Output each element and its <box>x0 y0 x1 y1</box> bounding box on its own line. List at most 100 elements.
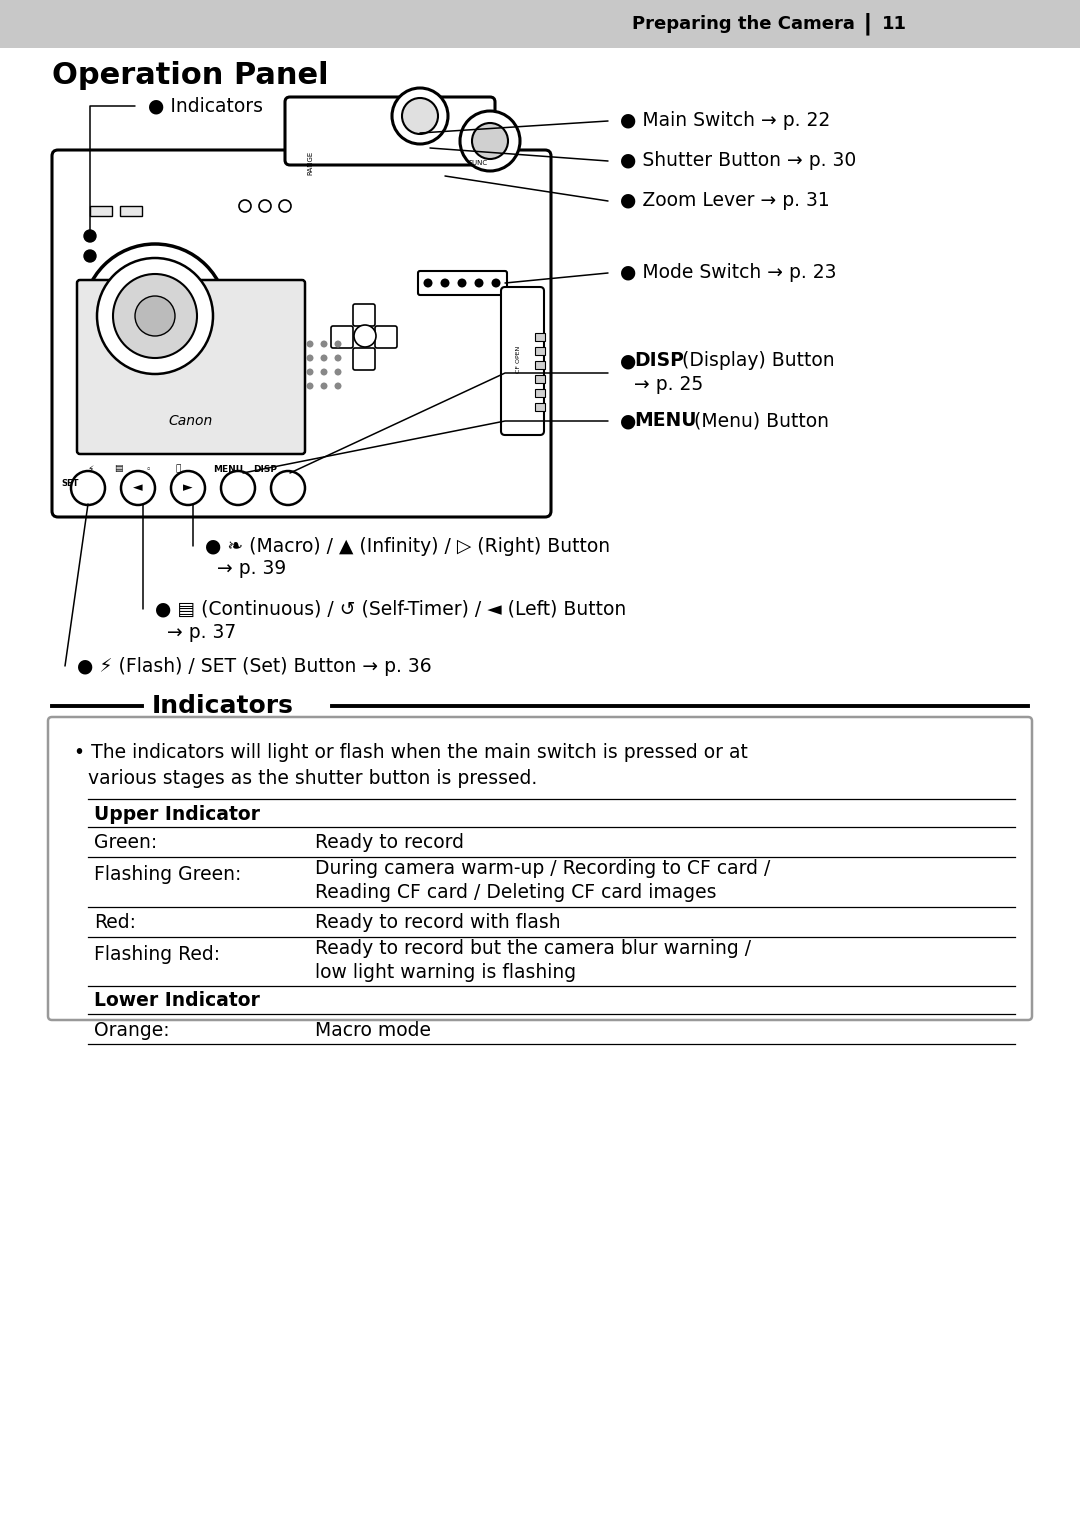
Text: (Display) Button: (Display) Button <box>676 351 835 371</box>
Circle shape <box>83 243 227 388</box>
Circle shape <box>321 354 327 362</box>
Text: low light warning is flashing: low light warning is flashing <box>315 963 576 981</box>
Text: SET: SET <box>62 479 79 488</box>
Circle shape <box>460 111 519 170</box>
Text: Canon: Canon <box>168 414 213 427</box>
Circle shape <box>307 368 313 376</box>
Text: DISP: DISP <box>634 351 684 371</box>
Circle shape <box>271 472 305 505</box>
Text: 11: 11 <box>882 15 907 33</box>
Circle shape <box>474 278 484 287</box>
Text: → p. 37: → p. 37 <box>167 622 237 642</box>
Text: ◦: ◦ <box>146 464 150 473</box>
Circle shape <box>335 341 341 347</box>
Circle shape <box>335 382 341 389</box>
Circle shape <box>135 297 175 336</box>
Text: • The indicators will light or flash when the main switch is pressed or at: • The indicators will light or flash whe… <box>75 742 747 762</box>
Circle shape <box>307 341 313 347</box>
FancyBboxPatch shape <box>418 271 507 295</box>
Bar <box>535 360 545 370</box>
Circle shape <box>121 472 156 505</box>
Text: (Menu) Button: (Menu) Button <box>688 412 829 430</box>
FancyBboxPatch shape <box>353 304 375 325</box>
Circle shape <box>335 368 341 376</box>
Text: MENU: MENU <box>634 412 697 430</box>
FancyBboxPatch shape <box>77 280 305 453</box>
Text: ● Mode Switch → p. 23: ● Mode Switch → p. 23 <box>620 263 837 283</box>
FancyBboxPatch shape <box>375 325 397 348</box>
Text: Flashing Red:: Flashing Red: <box>94 946 220 964</box>
Text: FUNC: FUNC <box>469 160 487 166</box>
Text: Ready to record with flash: Ready to record with flash <box>315 914 561 932</box>
Text: ●: ● <box>620 351 643 371</box>
Text: Indicators: Indicators <box>152 694 294 718</box>
Circle shape <box>458 278 467 287</box>
Text: ● Main Switch → p. 22: ● Main Switch → p. 22 <box>620 111 831 131</box>
Circle shape <box>321 382 327 389</box>
Text: ►: ► <box>184 482 193 494</box>
Text: MENU: MENU <box>213 464 243 473</box>
Circle shape <box>491 278 500 287</box>
Text: various stages as the shutter button is pressed.: various stages as the shutter button is … <box>87 770 537 788</box>
Text: During camera warm-up / Recording to CF card /: During camera warm-up / Recording to CF … <box>315 859 770 879</box>
Text: ┃: ┃ <box>862 12 874 35</box>
Circle shape <box>472 123 508 160</box>
Bar <box>535 389 545 397</box>
Circle shape <box>307 382 313 389</box>
Text: Red:: Red: <box>94 914 136 932</box>
Text: Green:: Green: <box>94 834 158 852</box>
Text: Flashing Green:: Flashing Green: <box>94 865 241 885</box>
Circle shape <box>113 274 197 357</box>
Circle shape <box>335 354 341 362</box>
FancyBboxPatch shape <box>285 97 495 164</box>
Circle shape <box>423 278 432 287</box>
Text: RANGE: RANGE <box>307 151 313 175</box>
Circle shape <box>392 88 448 144</box>
Circle shape <box>321 341 327 347</box>
Text: Lower Indicator: Lower Indicator <box>94 992 260 1010</box>
FancyBboxPatch shape <box>52 151 551 517</box>
Circle shape <box>321 368 327 376</box>
Text: Operation Panel: Operation Panel <box>52 61 328 90</box>
Text: Preparing the Camera: Preparing the Camera <box>632 15 855 33</box>
Text: ● Shutter Button → p. 30: ● Shutter Button → p. 30 <box>620 152 856 170</box>
Text: DISP: DISP <box>253 464 276 473</box>
Circle shape <box>97 259 213 374</box>
Text: Macro mode: Macro mode <box>315 1021 431 1039</box>
Bar <box>535 403 545 411</box>
Text: CF OPEN: CF OPEN <box>516 345 521 373</box>
Bar <box>535 376 545 383</box>
Circle shape <box>84 230 96 242</box>
Text: Reading CF card / Deleting CF card images: Reading CF card / Deleting CF card image… <box>315 882 716 902</box>
Text: ● ▤ (Continuous) / ↺ (Self-Timer) / ◄ (Left) Button: ● ▤ (Continuous) / ↺ (Self-Timer) / ◄ (L… <box>156 599 626 619</box>
Bar <box>0 0 1080 49</box>
FancyBboxPatch shape <box>353 348 375 370</box>
Bar <box>535 333 545 341</box>
Text: ▤: ▤ <box>113 464 122 473</box>
Text: Upper Indicator: Upper Indicator <box>94 806 260 824</box>
Text: ● Indicators: ● Indicators <box>148 96 264 116</box>
Bar <box>535 347 545 354</box>
Circle shape <box>307 354 313 362</box>
Text: Orange:: Orange: <box>94 1021 170 1039</box>
Circle shape <box>71 472 105 505</box>
Text: Ready to record: Ready to record <box>315 834 464 852</box>
Bar <box>90 205 112 216</box>
Bar <box>120 205 141 216</box>
Text: Ready to record but the camera blur warning /: Ready to record but the camera blur warn… <box>315 940 751 958</box>
Circle shape <box>84 249 96 262</box>
FancyBboxPatch shape <box>501 287 544 435</box>
Circle shape <box>441 278 449 287</box>
Text: ⚡: ⚡ <box>86 464 93 473</box>
Text: ●: ● <box>620 412 643 430</box>
Text: ● ⚡ (Flash) / SET (Set) Button → p. 36: ● ⚡ (Flash) / SET (Set) Button → p. 36 <box>77 657 432 675</box>
Text: → p. 25: → p. 25 <box>634 374 703 394</box>
FancyBboxPatch shape <box>48 716 1032 1021</box>
Circle shape <box>171 472 205 505</box>
Text: → p. 39: → p. 39 <box>217 560 286 578</box>
Text: ● Zoom Lever → p. 31: ● Zoom Lever → p. 31 <box>620 192 829 210</box>
Text: ◄: ◄ <box>133 482 143 494</box>
Circle shape <box>402 97 438 134</box>
Circle shape <box>221 472 255 505</box>
Text: ● ❧ (Macro) / ▲ (Infinity) / ▷ (Right) Button: ● ❧ (Macro) / ▲ (Infinity) / ▷ (Right) B… <box>205 537 610 555</box>
